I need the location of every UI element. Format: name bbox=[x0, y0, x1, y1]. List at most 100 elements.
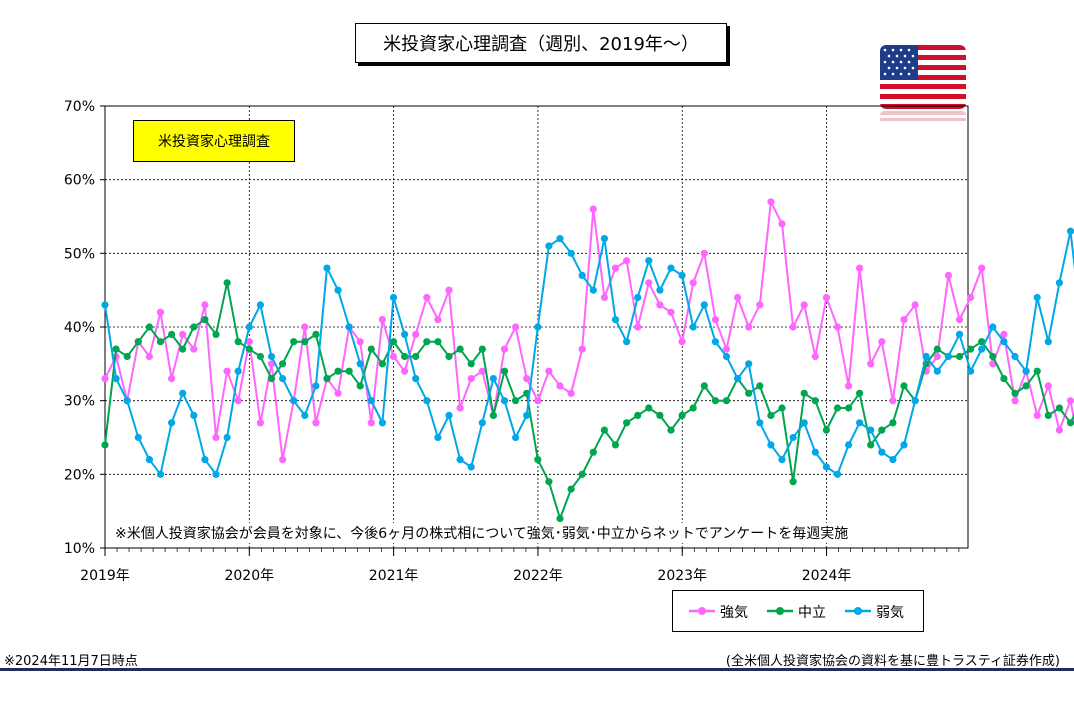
data-point bbox=[1066, 419, 1074, 427]
data-point bbox=[689, 323, 697, 331]
data-point bbox=[811, 352, 819, 361]
data-point bbox=[423, 338, 431, 346]
data-point bbox=[179, 345, 187, 353]
data-point bbox=[301, 338, 309, 346]
data-point bbox=[889, 397, 897, 405]
data-point bbox=[179, 330, 187, 338]
data-point bbox=[789, 478, 797, 486]
data-point bbox=[378, 316, 386, 324]
data-point bbox=[467, 360, 475, 368]
grid-lines bbox=[105, 106, 968, 548]
data-point bbox=[190, 345, 198, 353]
data-point bbox=[1055, 426, 1063, 434]
data-point bbox=[589, 205, 597, 213]
series-2 bbox=[101, 227, 1074, 478]
data-point bbox=[345, 323, 353, 331]
data-point bbox=[312, 419, 320, 427]
data-point bbox=[534, 397, 542, 405]
data-point bbox=[256, 301, 264, 309]
data-point bbox=[523, 375, 531, 383]
data-point bbox=[833, 323, 842, 331]
data-point bbox=[811, 448, 819, 456]
data-point bbox=[933, 345, 941, 353]
y-tick-label: 50% bbox=[64, 246, 95, 262]
data-point bbox=[412, 375, 420, 383]
data-point bbox=[689, 279, 697, 287]
data-point bbox=[434, 338, 442, 346]
data-point bbox=[589, 448, 597, 456]
data-point bbox=[867, 441, 875, 449]
chart-badge: 米投資家心理調査 bbox=[133, 120, 295, 162]
data-point bbox=[955, 316, 964, 324]
data-point bbox=[933, 352, 941, 361]
data-point bbox=[756, 301, 764, 309]
data-point bbox=[1055, 279, 1063, 287]
series-line bbox=[104, 198, 1074, 460]
data-point bbox=[689, 404, 697, 412]
data-point bbox=[401, 352, 409, 361]
y-tick-label: 30% bbox=[64, 394, 95, 410]
y-tick-label: 60% bbox=[64, 173, 95, 189]
data-point bbox=[267, 352, 276, 361]
y-tick-label: 10% bbox=[64, 541, 95, 557]
data-point bbox=[156, 308, 165, 316]
data-point bbox=[878, 448, 886, 456]
data-point bbox=[223, 433, 231, 442]
data-point bbox=[789, 433, 797, 442]
legend-entry-neutral bbox=[767, 607, 793, 615]
data-point bbox=[600, 235, 609, 243]
data-point bbox=[745, 360, 753, 368]
data-point bbox=[700, 382, 708, 390]
data-point bbox=[767, 411, 775, 419]
data-point bbox=[811, 397, 819, 405]
data-point bbox=[434, 433, 442, 442]
data-point bbox=[423, 397, 431, 405]
data-point bbox=[700, 301, 708, 309]
series-0 bbox=[101, 198, 1074, 464]
source-footnote: (全米個人投資家協会の資料を基に豊トラスティ証券作成) bbox=[725, 654, 1060, 669]
data-point bbox=[467, 463, 475, 471]
date-footnote: ※2024年11月7日時点 bbox=[4, 654, 138, 669]
data-point bbox=[722, 345, 731, 353]
data-point bbox=[489, 411, 497, 419]
data-point bbox=[245, 323, 253, 331]
data-point bbox=[545, 367, 553, 375]
data-point bbox=[367, 419, 375, 427]
data-point bbox=[645, 279, 653, 287]
data-point bbox=[389, 293, 398, 302]
axes bbox=[100, 105, 969, 556]
data-point bbox=[978, 264, 986, 272]
data-point bbox=[445, 411, 453, 419]
data-point bbox=[190, 323, 198, 331]
data-point bbox=[567, 389, 575, 397]
data-point bbox=[700, 249, 708, 257]
data-point bbox=[822, 463, 831, 471]
data-point bbox=[1055, 404, 1063, 412]
data-point bbox=[445, 352, 453, 361]
data-point bbox=[323, 375, 331, 383]
data-point bbox=[800, 301, 808, 309]
data-point bbox=[445, 286, 453, 294]
data-point bbox=[678, 411, 686, 419]
data-point bbox=[256, 352, 264, 361]
data-point bbox=[611, 264, 620, 272]
data-point bbox=[145, 456, 153, 464]
data-point bbox=[745, 389, 753, 397]
data-point bbox=[734, 375, 742, 383]
x-tick-label: 2022年 bbox=[513, 568, 563, 584]
data-point bbox=[556, 235, 564, 243]
data-point bbox=[434, 316, 442, 324]
data-point bbox=[889, 419, 897, 427]
data-point bbox=[711, 338, 720, 346]
legend-label-bull: 強気 bbox=[720, 605, 748, 621]
data-point bbox=[301, 411, 309, 419]
data-point bbox=[156, 470, 165, 478]
data-point bbox=[500, 367, 509, 375]
legend-entry-bull bbox=[689, 607, 715, 615]
data-point bbox=[134, 433, 142, 442]
data-point bbox=[889, 456, 897, 464]
data-point bbox=[1066, 227, 1074, 235]
data-point bbox=[1033, 367, 1041, 375]
data-point bbox=[312, 382, 320, 390]
